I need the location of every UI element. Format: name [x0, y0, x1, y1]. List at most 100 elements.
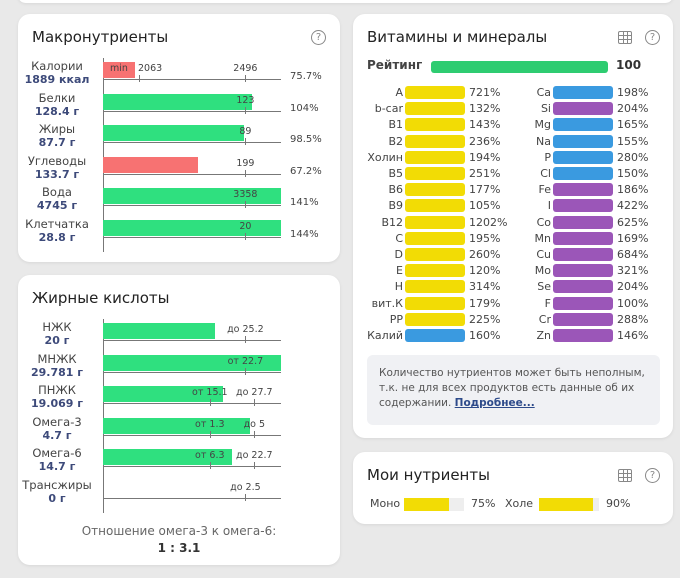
vitamin-name: Na	[536, 134, 551, 148]
row-label: ПНЖК 19.069 г	[12, 384, 102, 411]
vitamin-percent: 100%	[617, 296, 649, 310]
target-label: 199	[236, 157, 255, 169]
vitamin-bar	[553, 312, 613, 326]
target-label: до 5	[243, 418, 266, 430]
vitamin-percent: 288%	[617, 312, 649, 326]
vitamin-bar	[553, 296, 613, 310]
vitamin-percent: 1202%	[469, 215, 508, 229]
vitamin-name: D	[394, 248, 403, 261]
table-icon[interactable]	[618, 469, 632, 482]
question-circle-icon[interactable]: ?	[645, 30, 660, 45]
vitamin-row: F 100%	[501, 296, 661, 311]
nutrient-name: МНЖК	[37, 351, 77, 366]
vitamin-percent: 169%	[617, 231, 649, 245]
target-tick	[138, 75, 140, 82]
vitamin-row: вит.К 179%	[353, 296, 513, 311]
nutrient-name: НЖК	[42, 320, 72, 334]
axis-vertical	[103, 58, 104, 252]
vitamin-name: Cl	[540, 167, 551, 180]
nutrient-amount: 4.7 г	[42, 428, 72, 442]
rating-label: Рейтинг	[367, 58, 423, 72]
vitamin-percent: 150%	[617, 167, 649, 180]
vitamin-row: B1 143%	[353, 118, 513, 132]
vitamin-row: Ca 198%	[501, 86, 661, 100]
row-label: Клетчатка 28.8 г	[12, 218, 102, 245]
info-note-text: Количество нутриентов может быть неполны…	[379, 367, 645, 409]
vitamin-bar	[405, 86, 465, 99]
nutrient-name: Омега-3	[32, 414, 82, 429]
vitamin-name: Co	[536, 215, 551, 229]
vitamin-bar	[553, 264, 613, 278]
vitamin-row: Mg 165%	[501, 118, 661, 132]
vitamin-percent: 225%	[469, 312, 501, 326]
vitamin-percent: 260%	[469, 248, 501, 261]
vitamin-percent: 204%	[617, 102, 649, 116]
vitamin-name: Zn	[536, 329, 551, 342]
vitamin-row: Холин 194%	[353, 150, 513, 165]
vitamin-row: Fe 186%	[501, 183, 661, 197]
nutrient-amount: 14.7 г	[38, 460, 76, 474]
vitamin-row: B2 236%	[353, 134, 513, 149]
nutrient-amount: 87.7 г	[38, 136, 76, 150]
vitamin-percent: 155%	[617, 134, 649, 148]
table-icon[interactable]	[618, 31, 632, 44]
question-circle-icon[interactable]: ?	[311, 30, 326, 45]
vitamin-percent: 194%	[469, 150, 501, 164]
row-baseline	[103, 498, 281, 499]
vitamin-row: Na 155%	[501, 134, 661, 149]
vitamin-name: вит.К	[371, 296, 403, 310]
target-label: до 25.2	[227, 324, 264, 335]
vitamin-bar	[405, 296, 465, 310]
my-nutrient-name: Моно	[370, 497, 401, 510]
vitamin-name: PP	[389, 312, 403, 326]
percent-label: 98.5%	[290, 134, 322, 146]
target-label: 3358	[233, 189, 258, 201]
vitamin-percent: 146%	[617, 329, 649, 342]
rating-bar	[431, 61, 608, 73]
question-circle-icon[interactable]: ?	[645, 468, 660, 483]
vitamin-name: B1	[388, 118, 403, 132]
row-baseline	[103, 142, 281, 144]
my-nutrient-bar	[404, 498, 449, 511]
vitamin-name: B9	[388, 199, 403, 213]
vitamin-row: Cr 288%	[501, 312, 661, 327]
nutrient-name: Омега-6	[32, 446, 82, 461]
vitamin-bar	[405, 264, 465, 278]
vitamin-bar	[553, 248, 613, 261]
vitamin-bar	[405, 215, 465, 229]
vitamin-bar	[553, 167, 613, 180]
vitamin-percent: 143%	[469, 118, 501, 132]
vitamin-name: Mn	[534, 231, 551, 245]
row-label: Белки 128.4 г	[12, 91, 102, 118]
my-nutrient-name: Холе	[505, 497, 534, 510]
vitamin-bar	[553, 134, 613, 148]
macronutrients-title: Макронутриенты	[32, 28, 169, 46]
more-link[interactable]: Подробнее...	[454, 397, 535, 409]
my-nutrient-track	[539, 498, 599, 511]
nutrient-name: Углеводы	[27, 153, 87, 168]
vitamin-percent: 177%	[469, 183, 501, 197]
row-label: Углеводы 133.7 г	[12, 153, 102, 181]
my-nutrient-percent: 90%	[606, 497, 631, 510]
row-baseline	[103, 79, 281, 80]
vitamin-name: b-car	[374, 102, 403, 116]
target-label: 20	[239, 221, 252, 232]
target-label: от 22.7	[227, 355, 264, 367]
axis-vertical	[103, 319, 104, 513]
vitamin-percent: 186%	[617, 183, 649, 197]
vitamin-percent: 314%	[469, 280, 501, 294]
vitamin-name: Калий	[367, 329, 403, 342]
vitamin-percent: 721%	[469, 86, 501, 99]
vitamin-row: PP 225%	[353, 312, 513, 327]
omega-ratio-value: 1 : 3.1	[157, 541, 201, 555]
vitamin-name: Si	[540, 102, 551, 116]
my-nutrient-bar	[539, 498, 593, 511]
vitamin-percent: 165%	[617, 118, 649, 132]
value-bar	[103, 188, 281, 205]
vitamin-percent: 236%	[469, 134, 501, 148]
vitamin-row: I 422%	[501, 199, 661, 213]
row-label: Омега-3 4.7 г	[12, 414, 102, 442]
vitamin-name: Cu	[536, 248, 551, 261]
vitamin-bar	[553, 183, 613, 197]
target-label: от 15.1	[192, 387, 228, 399]
